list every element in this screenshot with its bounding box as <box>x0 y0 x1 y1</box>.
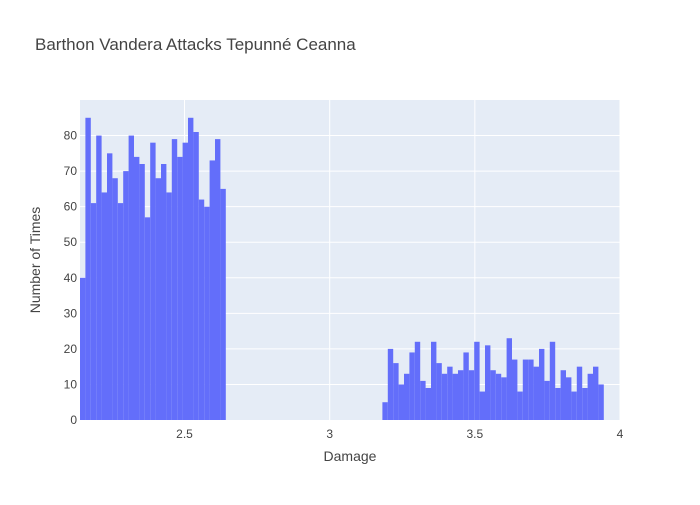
histogram-bar <box>441 373 448 420</box>
histogram-bar <box>112 178 118 420</box>
y-tick-label: 60 <box>64 200 78 214</box>
histogram-bar <box>431 341 437 420</box>
histogram-bar <box>512 359 518 420</box>
histogram-bar <box>117 203 124 420</box>
histogram-bar <box>144 217 151 420</box>
histogram-bar <box>193 132 199 420</box>
histogram-bar <box>166 192 172 420</box>
histogram-bars <box>80 117 604 421</box>
histogram-bar <box>571 391 577 420</box>
histogram-bar <box>485 345 491 420</box>
histogram-bar <box>96 135 102 421</box>
histogram-bar <box>522 359 529 420</box>
histogram-bar <box>474 341 480 420</box>
x-tick-label: 2.5 <box>176 427 193 441</box>
histogram-bar <box>188 117 194 421</box>
histogram-bar <box>447 366 453 420</box>
histogram-bar <box>566 377 572 420</box>
histogram-bar <box>528 359 534 420</box>
x-axis-ticks: 2.5 3 3.5 4 <box>176 427 623 441</box>
histogram-bar <box>555 388 561 420</box>
histogram-bar <box>404 373 410 420</box>
histogram-bar <box>80 277 86 420</box>
histogram-bar <box>436 363 442 420</box>
histogram-bar <box>209 160 215 420</box>
y-tick-label: 20 <box>64 342 78 356</box>
histogram-bar <box>458 370 464 420</box>
chart-title: Barthon Vandera Attacks Tepunné Ceanna <box>35 35 356 54</box>
histogram-bar <box>425 388 431 420</box>
y-tick-label: 70 <box>64 164 78 178</box>
histogram-bar <box>533 366 539 420</box>
histogram-bar <box>101 192 107 420</box>
histogram-bar <box>560 370 566 420</box>
histogram-bar <box>182 142 188 420</box>
histogram-bar <box>593 366 599 420</box>
x-tick-label: 3.5 <box>466 427 483 441</box>
histogram-bar <box>398 384 404 420</box>
histogram-bar <box>90 203 97 420</box>
histogram-bar <box>387 348 394 420</box>
histogram-bar <box>155 178 161 420</box>
histogram-bar <box>204 206 210 420</box>
histogram-bar <box>544 380 550 420</box>
histogram-bar <box>582 388 588 420</box>
histogram-bar <box>549 341 556 420</box>
y-tick-label: 30 <box>64 306 78 320</box>
x-axis-label: Damage <box>324 448 377 464</box>
histogram-bar <box>107 153 113 421</box>
histogram-bar <box>177 156 183 420</box>
histogram-bar <box>468 370 475 420</box>
histogram-bar <box>123 171 129 420</box>
y-tick-label: 10 <box>64 377 78 391</box>
histogram-bar <box>452 373 458 420</box>
histogram-bar <box>490 370 496 420</box>
histogram-bar <box>463 352 469 420</box>
y-tick-label: 50 <box>64 235 78 249</box>
histogram-bar <box>501 377 507 420</box>
histogram-bar <box>220 188 226 420</box>
y-tick-label: 80 <box>64 129 78 143</box>
histogram-bar <box>539 348 545 420</box>
histogram-bar <box>393 363 399 420</box>
histogram-bar <box>171 139 178 420</box>
histogram-bar <box>414 341 421 420</box>
histogram-bar <box>409 352 415 420</box>
y-axis-ticks: 0 10 20 30 40 50 60 70 80 <box>64 129 78 427</box>
x-tick-label: 4 <box>617 427 624 441</box>
histogram-bar <box>420 380 426 420</box>
histogram-bar <box>587 373 593 420</box>
histogram-bar <box>134 156 140 420</box>
histogram-bar <box>139 164 145 420</box>
histogram-bar <box>479 391 485 420</box>
x-tick-label: 3 <box>326 427 333 441</box>
histogram-bar <box>495 373 502 420</box>
y-tick-label: 0 <box>70 413 77 427</box>
histogram-bar <box>517 391 523 420</box>
histogram-bar <box>128 135 134 421</box>
y-axis-label: Number of Times <box>27 207 43 314</box>
histogram-bar <box>506 338 512 420</box>
histogram-bar <box>382 402 388 420</box>
histogram-bar <box>598 384 604 420</box>
histogram-bar <box>161 164 167 420</box>
histogram-bar <box>85 117 91 421</box>
histogram-bar <box>150 142 156 420</box>
y-tick-label: 40 <box>64 271 78 285</box>
histogram-bar <box>198 199 205 420</box>
histogram-bar <box>215 139 221 420</box>
histogram-bar <box>576 366 583 420</box>
